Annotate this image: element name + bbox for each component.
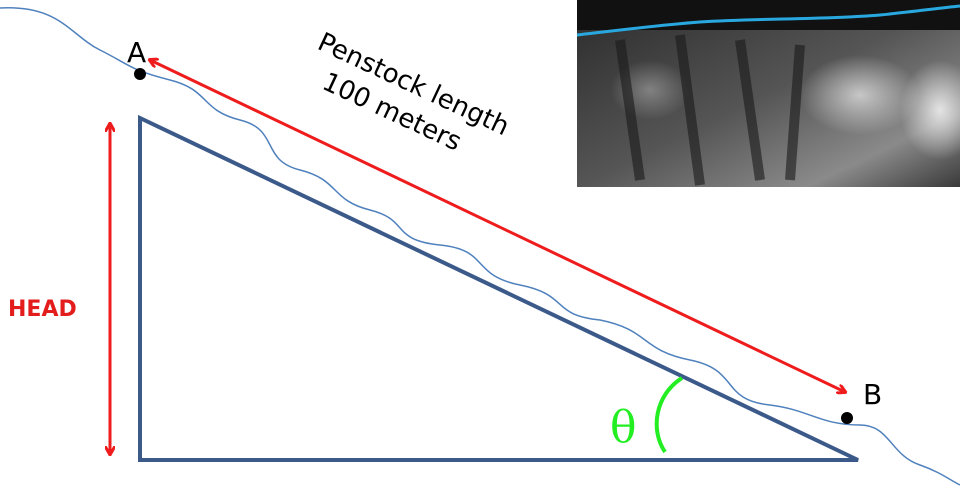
point-a-dot [134, 68, 146, 80]
penstock-label: Penstock length 100 meters [299, 27, 514, 173]
head-label: HEAD [8, 297, 77, 322]
diagram: A B HEAD θ Penstock length 100 meters [0, 0, 960, 490]
terrain-image [577, 0, 960, 187]
angle-label: θ [610, 402, 637, 453]
point-b-dot [841, 412, 853, 424]
point-a-label: A [127, 36, 146, 69]
point-b-label: B [863, 378, 882, 411]
angle-arc [657, 378, 682, 452]
